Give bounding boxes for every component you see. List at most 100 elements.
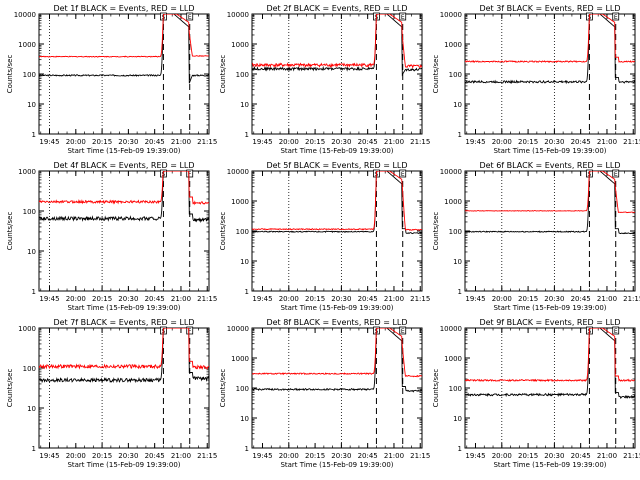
x-tick-label: 21:15 <box>410 138 430 146</box>
y-tick-label: 1 <box>458 445 462 453</box>
event-marker-label: E <box>401 171 405 178</box>
x-tick-label: 21:15 <box>197 452 217 460</box>
x-tick-label: 20:45 <box>145 452 165 460</box>
event-marker-label: F <box>188 328 192 335</box>
x-tick-label: 20:45 <box>358 295 378 303</box>
panel-title: Det 9f BLACK = Events, RED = LLD <box>479 318 620 327</box>
y-tick-label: 10 <box>27 248 36 256</box>
series-line-lld <box>465 328 635 383</box>
plot-frame <box>251 170 423 292</box>
y-tick-label: 100 <box>449 228 462 236</box>
series-line-events <box>252 328 422 393</box>
x-tick-label: 20:00 <box>492 295 512 303</box>
chart-panel-4: Det 4f BLACK = Events, RED = LLD 1 10 100 10… <box>6 161 217 312</box>
x-tick-label: 20:00 <box>492 452 512 460</box>
y-tick-label: 100 <box>236 71 249 79</box>
x-tick-label: 21:15 <box>197 138 217 146</box>
x-tick-label: 20:00 <box>279 295 299 303</box>
panel-title: Det 7f BLACK = Events, RED = LLD <box>53 318 194 327</box>
y-tick-label: 1 <box>245 131 249 139</box>
plot-frame <box>38 327 210 449</box>
plot-frame <box>38 170 210 292</box>
plot-frame <box>251 327 423 449</box>
y-axis-label: Counts/sec <box>432 212 440 251</box>
x-axis-label: Start Time (15-Feb-09 19:39:00) <box>493 304 606 312</box>
series-line-events <box>465 171 635 235</box>
x-tick-label: 20:45 <box>145 138 165 146</box>
x-axis-label: Start Time (15-Feb-09 19:39:00) <box>67 147 180 155</box>
series-line-events <box>39 171 209 224</box>
event-marker-label: E <box>401 328 405 335</box>
panel-title: Det 6f BLACK = Events, RED = LLD <box>479 161 620 170</box>
x-tick-label: 20:00 <box>492 138 512 146</box>
y-tick-label: 100 <box>23 208 36 216</box>
x-tick-label: 21:00 <box>597 295 617 303</box>
x-tick-label: 20:30 <box>544 138 564 146</box>
y-tick-label: 1000 <box>18 168 36 176</box>
y-tick-label: 1 <box>458 131 462 139</box>
x-tick-label: 20:45 <box>145 295 165 303</box>
x-tick-label: 20:30 <box>544 452 564 460</box>
y-tick-label: 1 <box>32 288 36 296</box>
y-axis-label: Counts/sec <box>432 55 440 94</box>
chart-panel-8: Det 8f BLACK = Events, RED = LLD 1 10 100 10… <box>219 318 430 469</box>
x-tick-label: 20:15 <box>518 138 538 146</box>
y-tick-label: 10 <box>453 101 462 109</box>
y-tick-label: 1 <box>32 131 36 139</box>
panel-title: Det 5f BLACK = Events, RED = LLD <box>266 161 407 170</box>
series-line-lld <box>252 14 422 69</box>
event-marker-box <box>399 169 407 178</box>
x-tick-label: 19:45 <box>465 138 485 146</box>
x-tick-label: 20:30 <box>331 452 351 460</box>
x-tick-label: 20:00 <box>279 138 299 146</box>
x-tick-label: 21:15 <box>410 452 430 460</box>
x-tick-label: 21:15 <box>623 295 640 303</box>
y-tick-label: 100 <box>23 365 36 373</box>
x-tick-label: 20:45 <box>571 452 591 460</box>
y-axis-label: Counts/sec <box>6 212 14 251</box>
panel-title: Det 2f BLACK = Events, RED = LLD <box>266 4 407 13</box>
x-axis-label: Start Time (15-Feb-09 19:39:00) <box>280 304 393 312</box>
event-marker-box <box>186 326 194 335</box>
series-line-events <box>252 171 422 235</box>
series-line-lld <box>465 171 635 214</box>
y-tick-label: 10000 <box>440 168 462 176</box>
x-tick-label: 21:00 <box>384 138 404 146</box>
x-tick-label: 21:00 <box>171 138 191 146</box>
x-tick-label: 20:15 <box>305 295 325 303</box>
event-marker-box <box>612 169 620 178</box>
series-line-lld <box>252 328 422 378</box>
x-axis-label: Start Time (15-Feb-09 19:39:00) <box>493 461 606 469</box>
y-tick-label: 10 <box>453 258 462 266</box>
x-axis-label: Start Time (15-Feb-09 19:39:00) <box>67 304 180 312</box>
event-marker-box <box>612 12 620 21</box>
series-line-lld <box>39 14 209 58</box>
x-tick-label: 20:30 <box>331 295 351 303</box>
x-tick-label: 20:00 <box>66 295 86 303</box>
x-tick-label: 21:15 <box>623 138 640 146</box>
y-tick-label: 100 <box>236 385 249 393</box>
x-tick-label: 19:45 <box>39 138 59 146</box>
y-tick-label: 1000 <box>231 198 249 206</box>
chart-panel-6: Det 6f BLACK = Events, RED = LLD 1 10 100 10… <box>432 161 640 312</box>
y-axis-label: Counts/sec <box>219 369 227 408</box>
x-tick-label: 21:00 <box>597 138 617 146</box>
x-tick-label: 19:45 <box>252 452 272 460</box>
y-tick-label: 1000 <box>444 355 462 363</box>
event-marker-label: E <box>401 14 405 21</box>
y-tick-label: 10000 <box>14 11 36 19</box>
chart-panel-1: Det 1f BLACK = Events, RED = LLD 1 10 100 10… <box>6 4 217 155</box>
plot-frame <box>251 13 423 135</box>
x-tick-label: 20:30 <box>544 295 564 303</box>
x-tick-label: 19:45 <box>465 295 485 303</box>
y-tick-label: 100 <box>449 385 462 393</box>
x-tick-label: 20:45 <box>571 295 591 303</box>
chart-panel-5: Det 5f BLACK = Events, RED = LLD 1 10 100 10… <box>219 161 430 312</box>
y-axis-label: Counts/sec <box>219 55 227 94</box>
y-tick-label: 10000 <box>440 325 462 333</box>
series-line-events <box>39 14 209 84</box>
y-tick-label: 1000 <box>231 355 249 363</box>
x-tick-label: 20:45 <box>358 452 378 460</box>
event-marker-box <box>186 12 194 21</box>
x-tick-label: 20:30 <box>118 295 138 303</box>
